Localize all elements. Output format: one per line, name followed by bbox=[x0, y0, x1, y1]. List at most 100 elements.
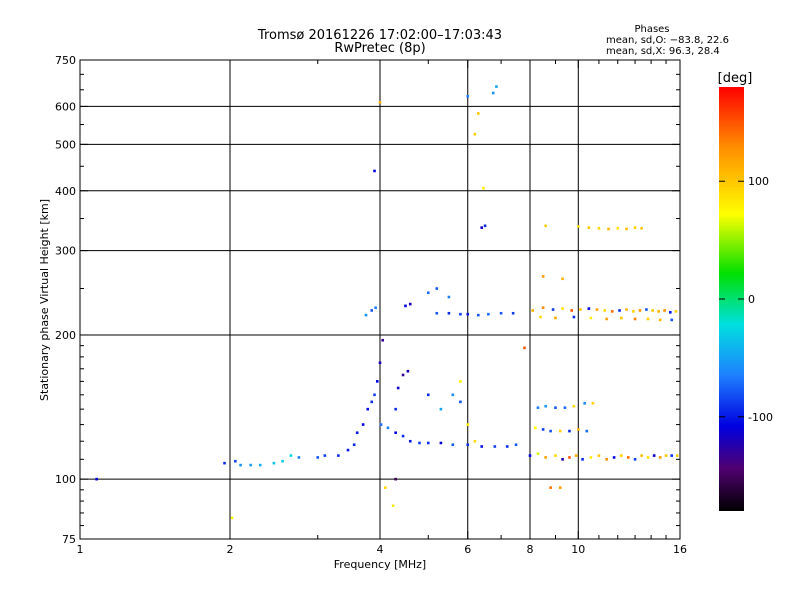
data-point bbox=[646, 456, 650, 459]
data-point bbox=[396, 386, 400, 390]
data-point bbox=[511, 311, 515, 315]
data-point bbox=[401, 434, 405, 438]
y-tick-label: 500 bbox=[55, 138, 76, 151]
data-point bbox=[297, 456, 301, 459]
data-point bbox=[633, 458, 637, 461]
data-point bbox=[633, 226, 637, 229]
grid-lines bbox=[80, 60, 680, 539]
data-point bbox=[375, 380, 379, 383]
data-point bbox=[394, 477, 397, 481]
data-point bbox=[645, 308, 648, 311]
data-point bbox=[439, 441, 443, 445]
data-point bbox=[477, 313, 480, 317]
data-point bbox=[514, 443, 518, 447]
chart-title: Tromsø 20161226 17:02:00–17:03:43 bbox=[257, 28, 502, 43]
data-point bbox=[640, 454, 643, 457]
data-point bbox=[638, 309, 642, 312]
data-point bbox=[585, 429, 589, 433]
data-point bbox=[618, 309, 621, 312]
x-tick-label: 16 bbox=[673, 543, 687, 556]
data-point bbox=[576, 225, 580, 228]
data-point bbox=[534, 426, 537, 430]
y-tick-label: 200 bbox=[55, 329, 76, 342]
data-point bbox=[408, 302, 412, 306]
data-point bbox=[249, 463, 252, 467]
data-point bbox=[487, 312, 490, 316]
data-point bbox=[346, 448, 350, 452]
data-point bbox=[587, 226, 591, 229]
data-point bbox=[426, 291, 430, 295]
data-point bbox=[554, 454, 557, 457]
data-point bbox=[426, 441, 430, 445]
data-point bbox=[223, 461, 226, 465]
data-point bbox=[558, 486, 562, 489]
data-point bbox=[669, 311, 672, 314]
data-point bbox=[603, 309, 607, 312]
data-point bbox=[551, 308, 555, 311]
phases-x-stats: mean, sd,X: 96.3, 28.4 bbox=[606, 46, 720, 57]
y-tick-label: 750 bbox=[55, 54, 76, 67]
data-point bbox=[374, 306, 377, 310]
data-point bbox=[483, 224, 487, 228]
data-point bbox=[572, 315, 576, 319]
data-point bbox=[625, 227, 628, 231]
data-point bbox=[239, 463, 242, 467]
data-point bbox=[447, 311, 451, 315]
data-point bbox=[466, 312, 470, 316]
y-tick-label: 300 bbox=[55, 245, 76, 258]
data-point bbox=[480, 226, 484, 229]
data-point bbox=[384, 486, 387, 489]
data-point bbox=[591, 401, 595, 405]
data-point bbox=[451, 443, 455, 447]
data-point bbox=[477, 112, 480, 115]
x-tick-label: 4 bbox=[377, 543, 384, 556]
data-point bbox=[499, 311, 503, 315]
data-point bbox=[561, 307, 564, 310]
data-point bbox=[386, 426, 390, 430]
plot-area bbox=[79, 59, 681, 540]
data-point bbox=[361, 423, 365, 426]
data-point bbox=[495, 85, 498, 88]
data-point bbox=[620, 316, 623, 320]
data-point bbox=[597, 226, 601, 230]
phases-o-stats: mean, sd,O: −83.8, 22.6 bbox=[606, 35, 729, 46]
data-point bbox=[323, 454, 327, 457]
data-point bbox=[394, 431, 397, 435]
y-tick-labels: 75 100 200 300 400 500 600 750 bbox=[55, 54, 76, 546]
data-point bbox=[576, 428, 580, 431]
data-point bbox=[539, 315, 542, 319]
x-tick-labels: 1 2 4 6 8 10 16 bbox=[77, 543, 688, 556]
data-point bbox=[675, 454, 679, 457]
data-point bbox=[633, 317, 637, 321]
colorbar-unit-label: [deg] bbox=[718, 71, 753, 86]
data-point bbox=[670, 454, 674, 457]
phases-heading: Phases bbox=[634, 24, 669, 35]
data-point bbox=[572, 404, 576, 408]
data-point bbox=[607, 227, 610, 231]
data-point bbox=[404, 304, 407, 308]
data-point bbox=[289, 454, 293, 457]
data-point bbox=[620, 454, 623, 457]
data-point bbox=[230, 516, 234, 520]
data-point bbox=[378, 361, 382, 365]
data-point bbox=[466, 94, 470, 98]
y-tick-label: 100 bbox=[55, 473, 76, 486]
data-point bbox=[408, 439, 412, 443]
data-point bbox=[234, 459, 237, 463]
x-tick-label: 8 bbox=[527, 543, 534, 556]
data-point bbox=[366, 407, 370, 411]
data-point bbox=[605, 317, 608, 321]
data-point bbox=[664, 454, 668, 457]
data-point bbox=[541, 275, 545, 278]
x-axis-label: Frequency [MHz] bbox=[334, 558, 426, 571]
data-point bbox=[95, 477, 98, 481]
data-point bbox=[597, 454, 601, 457]
data-point bbox=[439, 407, 443, 411]
data-point bbox=[658, 456, 662, 459]
data-point bbox=[401, 373, 405, 377]
data-point bbox=[337, 454, 340, 457]
data-point bbox=[549, 429, 552, 433]
data-point bbox=[670, 318, 674, 322]
data-point bbox=[568, 456, 571, 459]
